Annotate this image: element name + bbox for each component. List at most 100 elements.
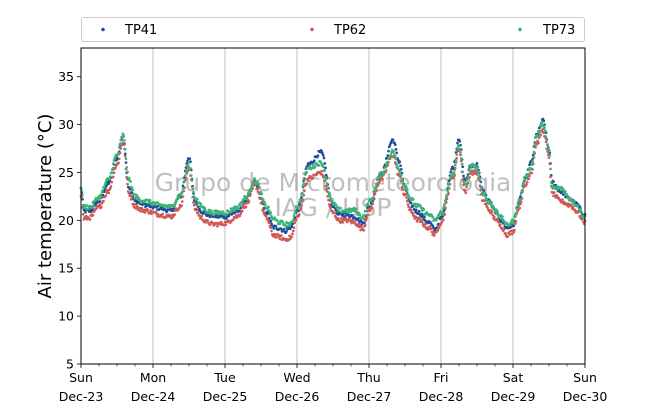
- data-point-tp41: [321, 154, 325, 157]
- data-point-tp62: [459, 153, 462, 157]
- data-point-tp62: [192, 203, 196, 207]
- data-point-tp73: [546, 143, 549, 147]
- data-point-tp62: [519, 202, 522, 206]
- data-point-tp73: [466, 175, 470, 178]
- data-point-tp41: [323, 162, 327, 165]
- data-point-tp62: [110, 180, 114, 184]
- data-point-tp62: [508, 233, 512, 236]
- data-point-tp62: [240, 209, 244, 213]
- data-point-tp73: [441, 207, 445, 210]
- data-point-tp73: [175, 197, 179, 201]
- data-point-tp62: [443, 212, 447, 216]
- data-point-tp73: [111, 162, 115, 165]
- data-point-tp62: [329, 206, 333, 210]
- data-point-tp73: [113, 157, 117, 160]
- data-point-tp41: [172, 206, 176, 210]
- data-point-tp62: [117, 157, 121, 161]
- data-point-tp73: [131, 188, 135, 192]
- data-point-tp73: [548, 153, 552, 157]
- data-point-tp73: [443, 202, 447, 206]
- legend-frame: [81, 17, 585, 42]
- data-point-tp73: [104, 180, 108, 184]
- data-point-tp73: [269, 211, 273, 215]
- x-tick-date-label: Dec-23: [59, 389, 104, 404]
- y-tick-label: 35: [58, 69, 74, 84]
- data-point-tp73: [379, 174, 383, 178]
- data-point-tp62: [311, 176, 315, 180]
- data-point-tp73: [512, 218, 516, 222]
- data-point-tp62: [513, 222, 517, 225]
- data-point-tp73: [339, 206, 342, 210]
- data-point-tp73: [478, 179, 482, 182]
- data-point-tp73: [323, 168, 327, 172]
- data-point-tp73: [321, 163, 324, 167]
- data-point-tp73: [474, 166, 477, 169]
- data-point-tp62: [260, 202, 264, 205]
- data-point-tp41: [196, 205, 200, 209]
- data-point-tp73: [294, 210, 297, 213]
- data-point-tp73: [384, 166, 387, 169]
- data-point-tp73: [398, 170, 402, 173]
- data-point-tp41: [290, 225, 294, 229]
- data-point-tp73: [297, 201, 301, 204]
- data-point-tp62: [107, 191, 111, 195]
- data-point-tp73: [477, 174, 481, 178]
- x-tick-day-label: Mon: [140, 370, 166, 385]
- data-point-tp73: [228, 211, 232, 214]
- data-point-tp41: [185, 162, 189, 165]
- data-point-tp62: [195, 207, 198, 211]
- data-point-tp62: [375, 189, 378, 193]
- data-point-tp62: [127, 191, 131, 195]
- data-point-tp73: [187, 161, 191, 165]
- data-point-tp73: [267, 209, 271, 213]
- data-point-tp62: [129, 193, 132, 197]
- data-point-tp73: [358, 213, 362, 217]
- data-point-tp62: [231, 218, 235, 222]
- data-point-tp62: [327, 203, 331, 206]
- data-point-tp73: [303, 173, 307, 176]
- data-point-tp73: [99, 195, 103, 199]
- data-series: [79, 117, 587, 242]
- data-point-tp73: [321, 165, 325, 169]
- data-point-tp62: [363, 223, 367, 227]
- data-point-tp62: [258, 197, 262, 201]
- data-point-tp62: [437, 226, 441, 230]
- data-point-tp62: [117, 161, 120, 165]
- data-point-tp73: [183, 179, 186, 183]
- data-point-tp62: [293, 221, 297, 225]
- data-point-tp73: [372, 189, 376, 193]
- data-point-tp73: [475, 168, 479, 172]
- legend-marker-tp73: [518, 27, 522, 32]
- data-point-tp73: [308, 164, 312, 168]
- data-point-tp73: [483, 192, 486, 196]
- data-point-tp62: [297, 213, 301, 216]
- data-point-tp62: [534, 145, 537, 149]
- data-point-tp62: [365, 216, 369, 220]
- y-tick-label: 30: [58, 117, 74, 132]
- data-point-tp73: [189, 167, 192, 170]
- data-point-tp73: [248, 191, 252, 195]
- data-point-tp62: [339, 217, 343, 220]
- data-point-tp73: [570, 197, 573, 201]
- data-point-tp41: [144, 205, 147, 209]
- data-point-tp73: [299, 198, 303, 202]
- data-point-tp41: [450, 167, 453, 171]
- data-point-tp41: [512, 224, 516, 228]
- data-point-tp73: [525, 175, 529, 178]
- y-tick-label: 20: [58, 213, 74, 228]
- data-point-tp62: [571, 205, 575, 209]
- data-point-tp73: [132, 192, 136, 196]
- data-point-tp73: [543, 126, 546, 130]
- data-point-tp62: [239, 211, 243, 215]
- data-point-tp73: [538, 130, 542, 133]
- data-point-tp62: [404, 192, 408, 196]
- data-point-tp41: [130, 191, 134, 195]
- data-point-tp73: [576, 204, 580, 207]
- data-point-tp73: [85, 204, 89, 207]
- data-point-tp62: [291, 232, 294, 236]
- data-point-tp73: [328, 194, 332, 198]
- data-point-tp62: [264, 215, 268, 218]
- data-point-tp73: [522, 181, 525, 185]
- data-point-tp73: [554, 187, 558, 191]
- data-point-tp62: [254, 183, 258, 187]
